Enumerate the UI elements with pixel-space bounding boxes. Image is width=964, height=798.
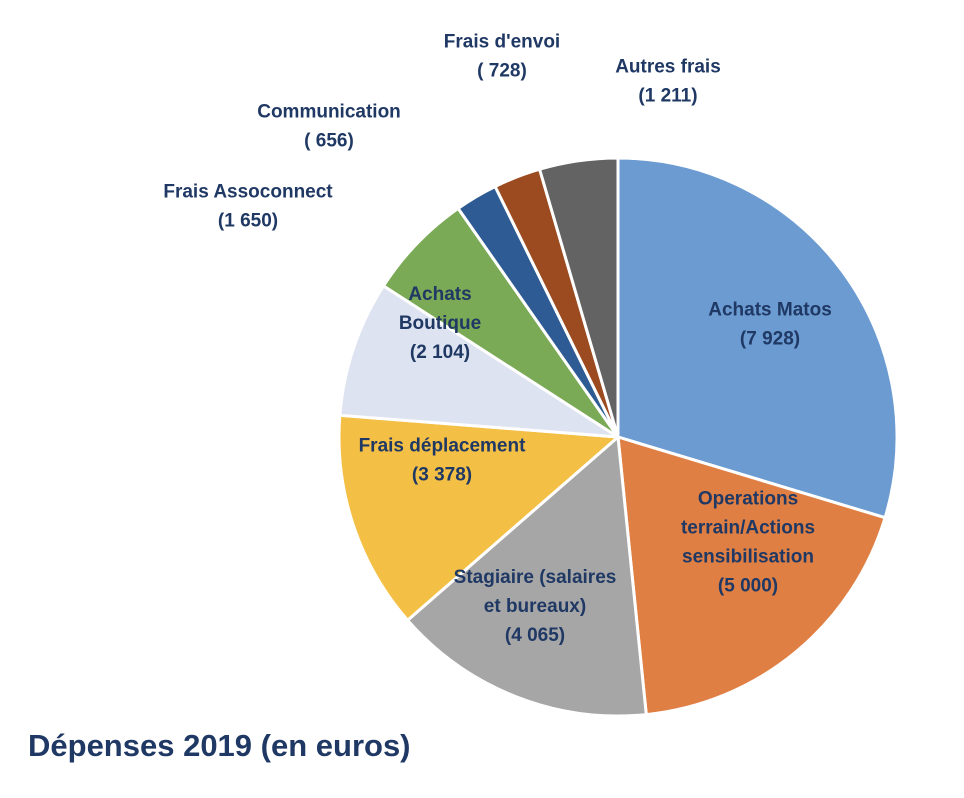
slice-label-4: Achats Boutique (2 104)	[399, 284, 481, 363]
slice-label-line: (2 104)	[410, 342, 470, 363]
pie-slice-8	[538, 156, 620, 439]
slice-label-2: Stagiaire (salaires et bureaux) (4 065)	[454, 567, 617, 646]
slice-label-line: Achats Matos	[708, 300, 832, 321]
slice-label-line: Operations	[698, 489, 798, 510]
slice-label-line: sensibilisation	[682, 547, 814, 568]
slice-label-line: terrain/Actions	[681, 518, 815, 539]
slice-label-line: (1 211)	[638, 86, 697, 107]
slice-label-line: (3 378)	[412, 465, 472, 486]
pie-slice-4	[338, 284, 620, 439]
slice-label-5: Frais Assoconnect (1 650)	[163, 182, 333, 232]
slice-label-line: Stagiaire (salaires	[454, 567, 617, 588]
slice-label-line: Boutique	[399, 313, 481, 334]
slice-label-0: Achats Matos (7 928)	[708, 300, 832, 350]
pie-slice-2	[406, 435, 648, 718]
slice-label-line: (4 065)	[505, 625, 565, 646]
slice-label-line: Frais d'envoi	[444, 32, 560, 53]
slice-label-line: Autres frais	[615, 57, 721, 78]
slice-label-line: (7 928)	[740, 329, 800, 350]
pie-slice-1	[616, 435, 887, 717]
slice-label-6: Communication ( 656)	[257, 102, 401, 152]
slice-label-3: Frais déplacement (3 378)	[359, 436, 527, 486]
pie-slices	[337, 156, 899, 718]
slice-label-line: Communication	[257, 102, 401, 123]
slice-label-8: Autres frais (1 211)	[615, 57, 721, 107]
slice-label-line: (1 650)	[218, 211, 278, 232]
pie-labels: Achats Matos (7 928) Operations terrain/Act…	[163, 32, 831, 647]
pie-slice-0	[616, 156, 899, 520]
slice-label-line: ( 728)	[477, 61, 527, 82]
slice-label-1: Operations terrain/Actions sensibilisation…	[681, 489, 815, 597]
slice-label-line: et bureaux)	[484, 596, 586, 617]
slice-label-7: Frais d'envoi ( 728)	[444, 32, 560, 82]
slice-label-line: Frais déplacement	[359, 436, 527, 457]
slice-label-line: ( 656)	[304, 131, 354, 152]
slice-label-line: Frais Assoconnect	[163, 182, 333, 203]
pie-slice-3	[337, 413, 620, 622]
chart-title: Dépenses 2019 (en euros)	[28, 728, 411, 763]
slice-label-line: Achats	[408, 284, 471, 305]
slice-label-line: (5 000)	[718, 576, 778, 597]
